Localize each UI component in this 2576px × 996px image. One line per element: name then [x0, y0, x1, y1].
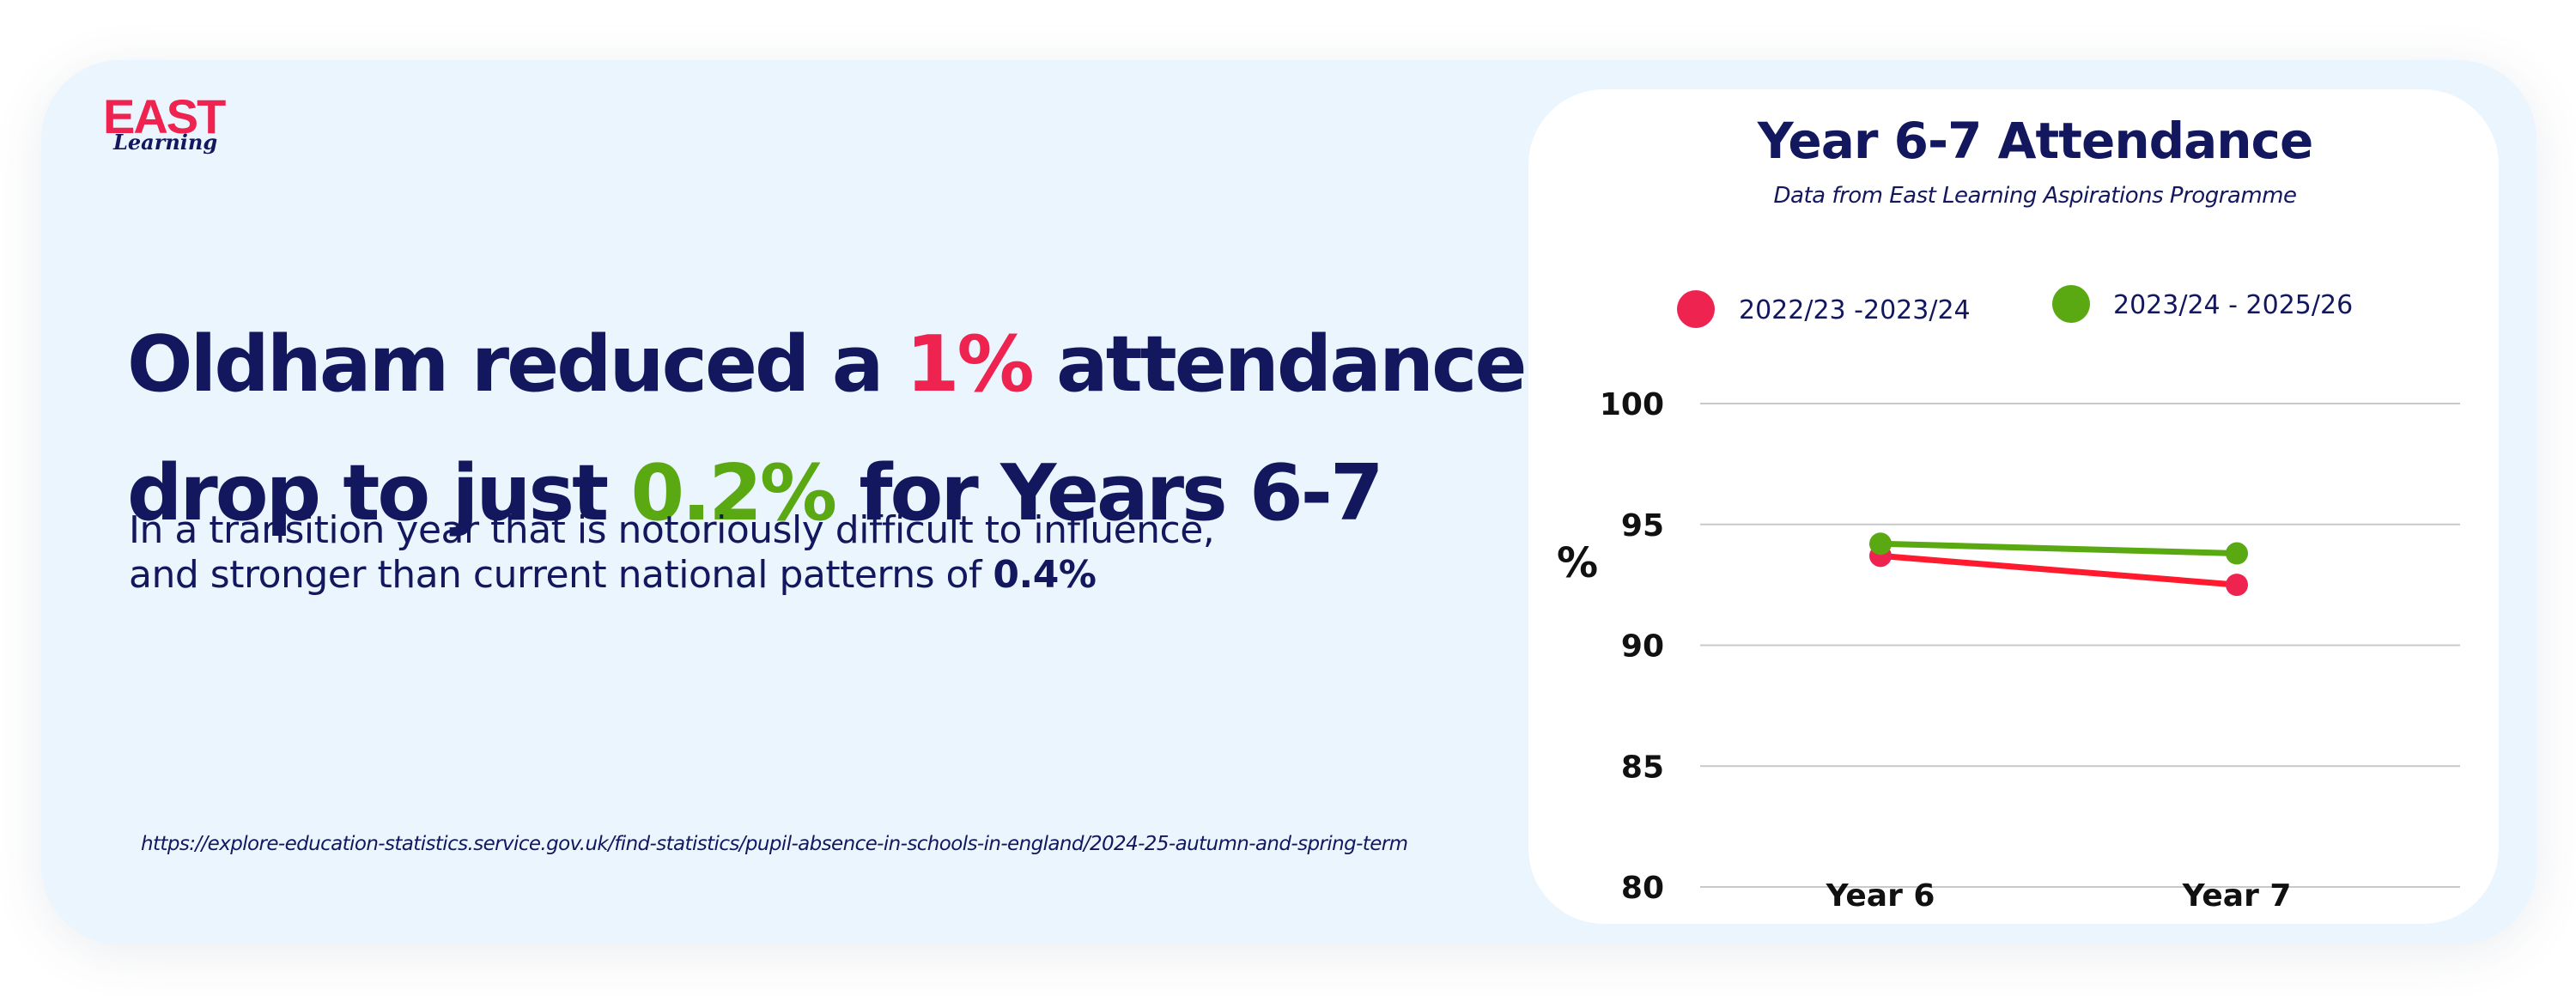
- headline-drop-value: 1%: [905, 319, 1035, 410]
- data-point: [1869, 532, 1892, 556]
- y-tick-label: 90: [1621, 629, 1664, 665]
- series-line: [1877, 540, 2240, 557]
- chart-subtitle: Data from East Learning Aspirations Prog…: [1774, 183, 2297, 209]
- data-point: [2226, 542, 2248, 565]
- east-learning-logo: EAST Learning: [103, 93, 226, 161]
- y-tick-label: 85: [1621, 750, 1664, 785]
- logo-learning-text: Learning: [113, 130, 218, 155]
- legend-label: 2023/24 - 2025/26: [2113, 290, 2353, 320]
- chart-panel: Year 6-7 Attendance Data from East Learn…: [1528, 89, 2499, 924]
- x-tick-label: Year 6: [1826, 878, 1935, 914]
- legend-label: 2022/23 -2023/24: [1739, 295, 1971, 325]
- subtitle: In a transition year that is notoriously…: [129, 508, 1417, 598]
- data-point: [2226, 574, 2248, 597]
- y-tick-label: 95: [1621, 508, 1664, 544]
- logo-east-text: EAST: [103, 89, 226, 143]
- legend-marker: [1677, 290, 1715, 328]
- subtitle-line2: and stronger than current national patte…: [129, 553, 993, 597]
- legend-marker: [2052, 285, 2090, 323]
- headline-reduced-value: 0.2%: [630, 448, 837, 538]
- source-url: https://explore-education-statistics.ser…: [141, 833, 1408, 855]
- subtitle-national-value: 0.4%: [993, 553, 1097, 597]
- headline-part1: Oldham reduced a: [127, 319, 906, 410]
- y-tick-label: 80: [1621, 871, 1664, 906]
- headline-part3: for Years 6-7: [835, 448, 1383, 538]
- chart-title: Year 6-7 Attendance: [1757, 112, 2313, 170]
- attendance-line-chart: Year 6-7 Attendance Data from East Learn…: [1557, 112, 2460, 914]
- y-axis-label: %: [1557, 539, 1598, 587]
- y-tick-label: 100: [1600, 387, 1664, 422]
- x-tick-label: Year 7: [2182, 878, 2292, 914]
- headline: Oldham reduced a 1% attendance drop to j…: [127, 301, 1604, 558]
- infographic-card: EAST Learning Oldham reduced a 1% attend…: [41, 60, 2537, 944]
- subtitle-line1: In a transition year that is notoriously…: [129, 508, 1215, 552]
- series-line: [1877, 552, 2240, 588]
- headline-part2: attendance drop to just: [127, 319, 1527, 538]
